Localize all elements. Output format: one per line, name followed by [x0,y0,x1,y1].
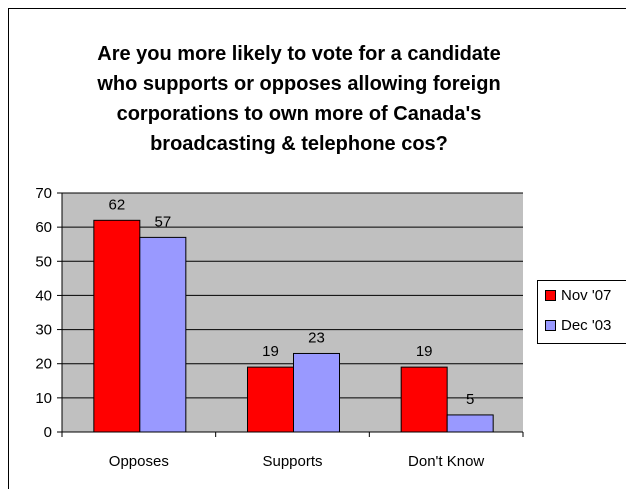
x-tick-label: Don't Know [408,453,484,470]
data-label: 19 [416,343,433,360]
bar [93,219,141,433]
bar [139,236,187,433]
chart-title-line-4: broadcasting & telephone cos? [150,133,448,155]
chart-legend: Nov '07 Dec '03 [537,280,626,344]
data-label: 62 [108,196,125,213]
bar [446,414,494,433]
x-tick-label: Supports [262,453,322,470]
bar [400,366,448,433]
legend-label-series-2: Dec '03 [561,317,612,334]
x-tick-label: Opposes [109,453,169,470]
bar [293,352,340,433]
y-tick-label: 20 [35,356,52,373]
legend-swatch-series-2 [545,319,556,331]
y-tick-label: 40 [35,287,52,304]
y-tick-label: 30 [35,322,52,339]
data-label: 57 [154,213,171,230]
legend-swatch-series-1 [545,289,556,301]
y-tick-label: 50 [35,253,52,270]
data-label: 19 [262,343,279,360]
data-label: 5 [466,391,474,408]
chart-title: Are you more likely to vote for a candid… [49,39,549,159]
chart-title-line-3: corporations to own more of Canada's [116,103,482,125]
y-tick-label: 60 [35,219,52,236]
y-tick-label: 10 [35,390,52,407]
chart-title-line-2: who supports or opposes allowing foreign [97,73,501,95]
y-tick-label: 70 [35,185,52,202]
bar [247,366,294,433]
data-label: 23 [308,329,325,346]
legend-label-series-1: Nov '07 [561,287,612,304]
chart-title-line-1: Are you more likely to vote for a candid… [97,43,501,65]
y-tick-label: 0 [44,424,52,441]
legend-item-series-2: Dec '03 [545,317,611,334]
legend-item-series-1: Nov '07 [545,287,611,304]
